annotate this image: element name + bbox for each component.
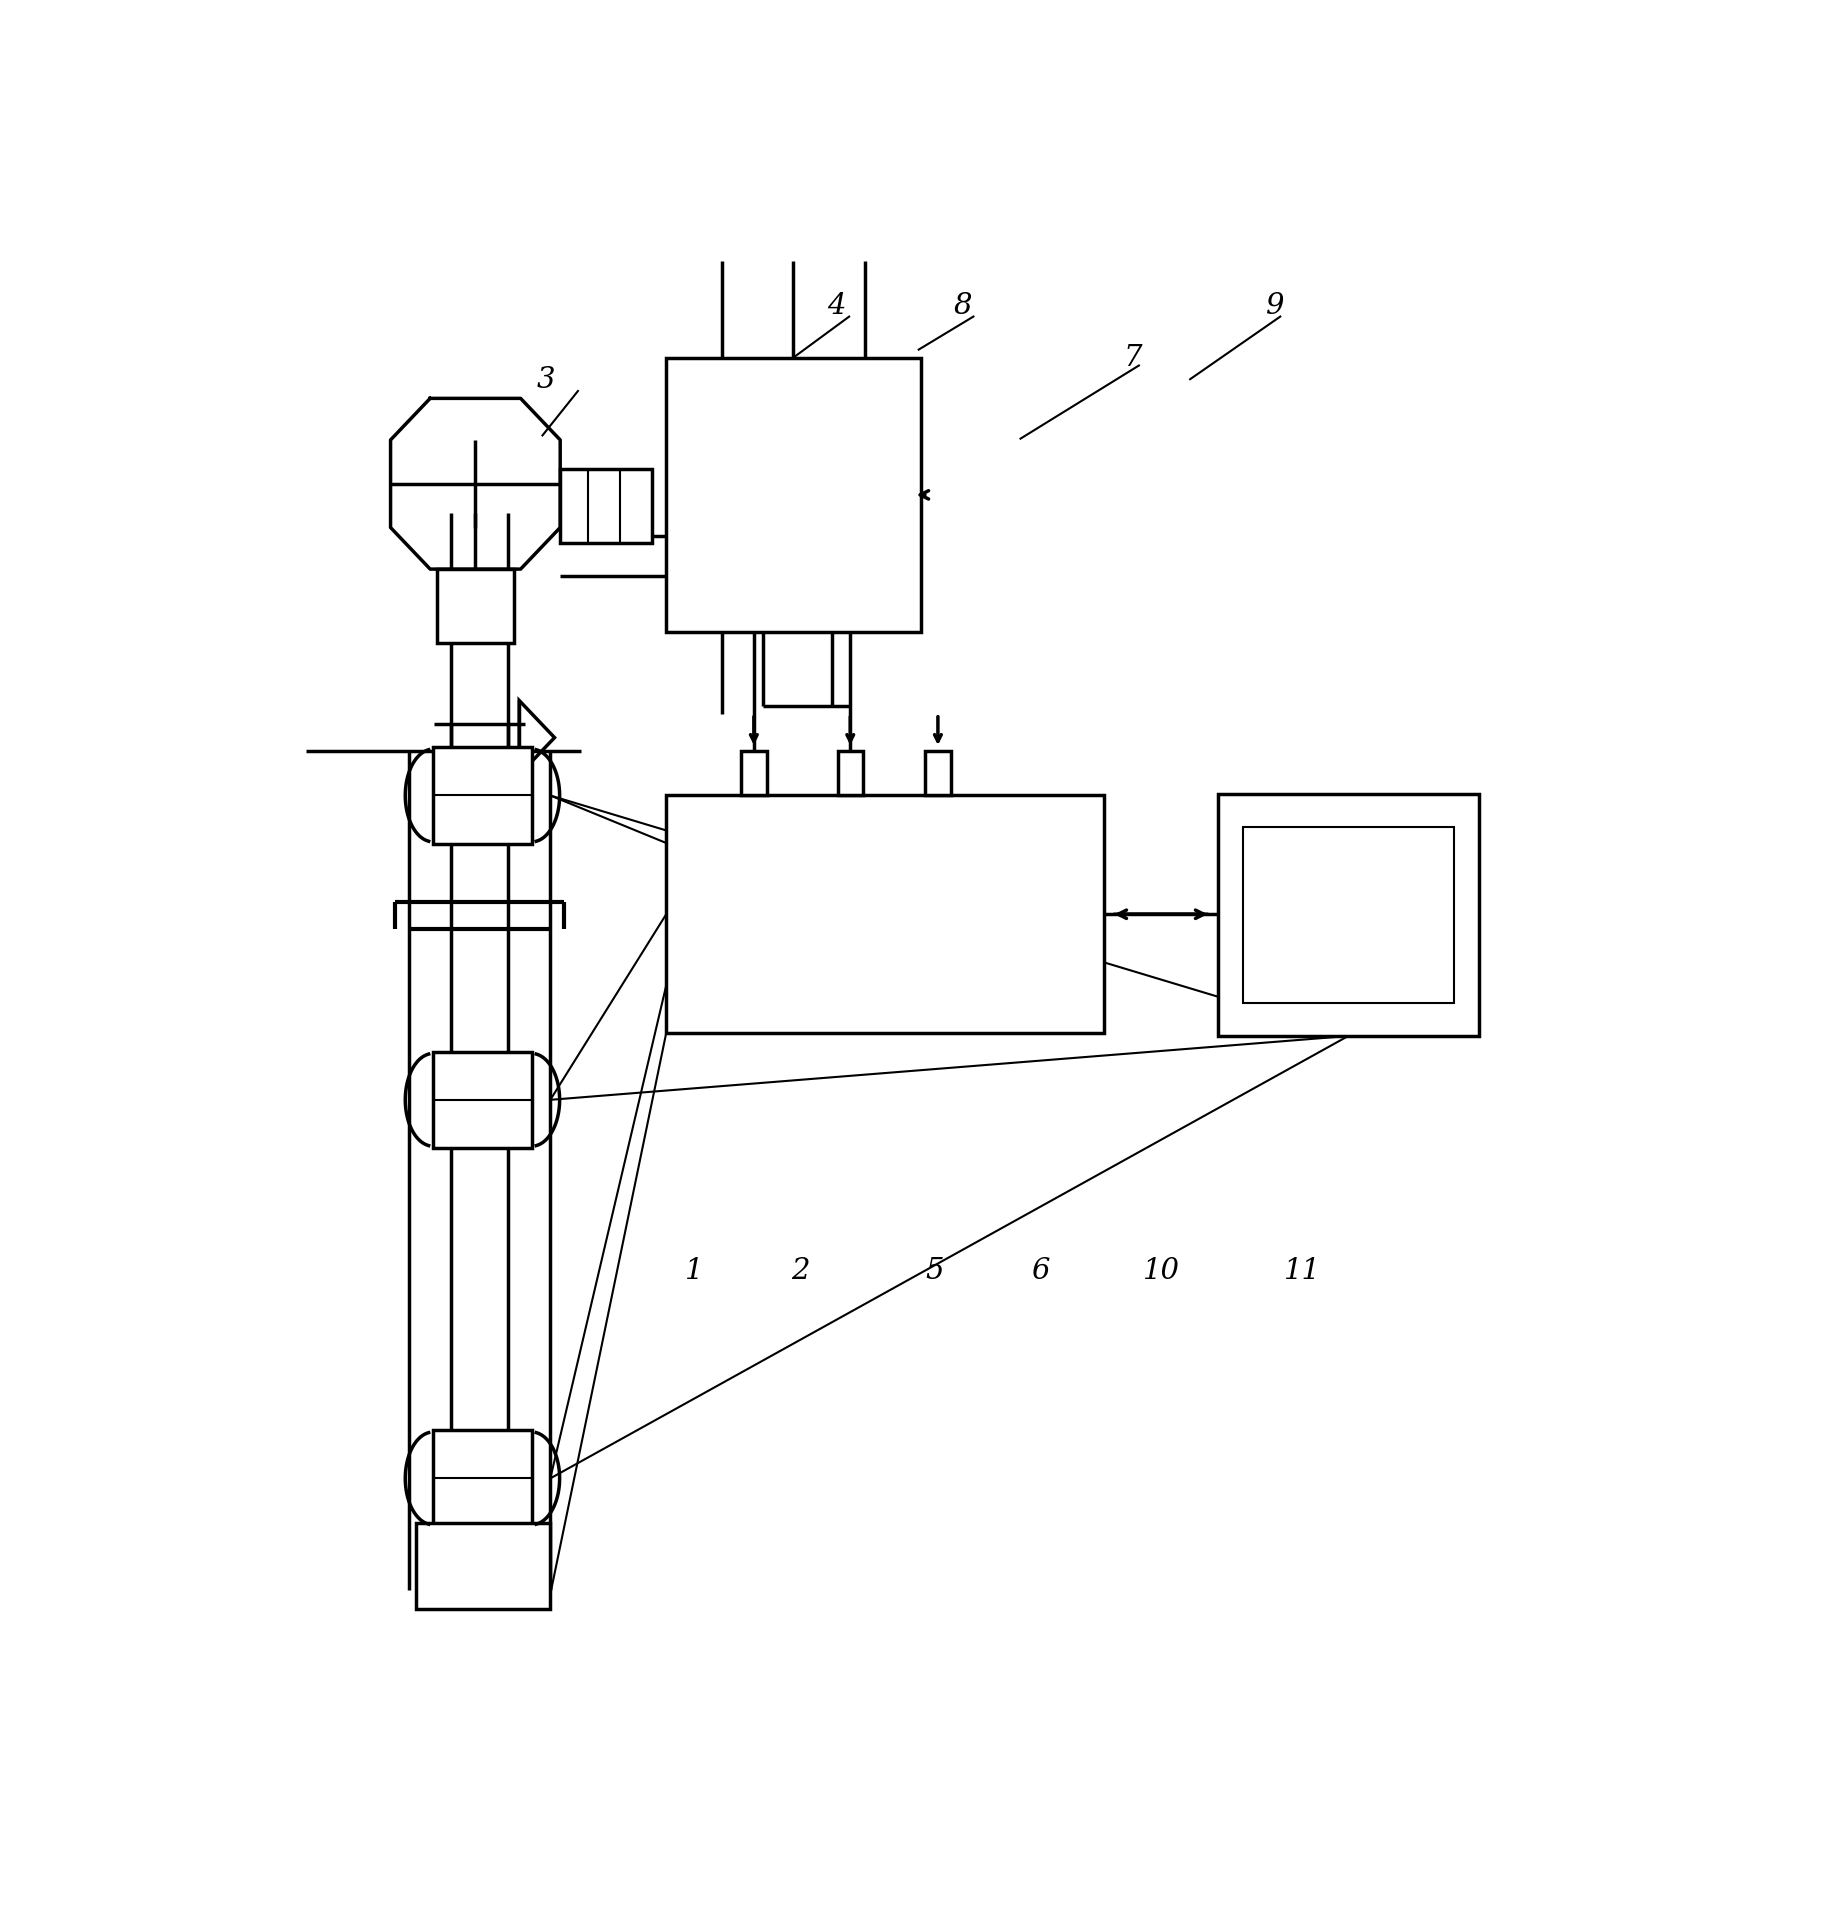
- Text: 9: 9: [1263, 291, 1283, 320]
- Text: 1: 1: [685, 1257, 704, 1284]
- Bar: [432, 1431, 532, 1527]
- Text: 6: 6: [1032, 1257, 1050, 1284]
- Bar: [416, 1523, 551, 1610]
- Text: 2: 2: [791, 1257, 809, 1284]
- Bar: [837, 750, 862, 796]
- Bar: [924, 750, 950, 796]
- Text: 3: 3: [536, 366, 554, 393]
- Ellipse shape: [716, 536, 742, 576]
- Text: 11: 11: [1283, 1257, 1320, 1284]
- Polygon shape: [390, 399, 560, 569]
- Text: 8: 8: [953, 291, 972, 320]
- Bar: [560, 469, 653, 544]
- Bar: [432, 1051, 532, 1147]
- Bar: [740, 750, 766, 796]
- Bar: [432, 748, 532, 844]
- Text: 5: 5: [924, 1257, 944, 1284]
- Bar: [665, 796, 1103, 1033]
- Bar: [436, 569, 514, 644]
- Text: 10: 10: [1141, 1257, 1179, 1284]
- Bar: [1218, 794, 1478, 1035]
- Text: 4: 4: [826, 291, 844, 320]
- Text: 7: 7: [1123, 343, 1141, 372]
- Bar: [665, 357, 921, 632]
- Bar: [1241, 827, 1453, 1003]
